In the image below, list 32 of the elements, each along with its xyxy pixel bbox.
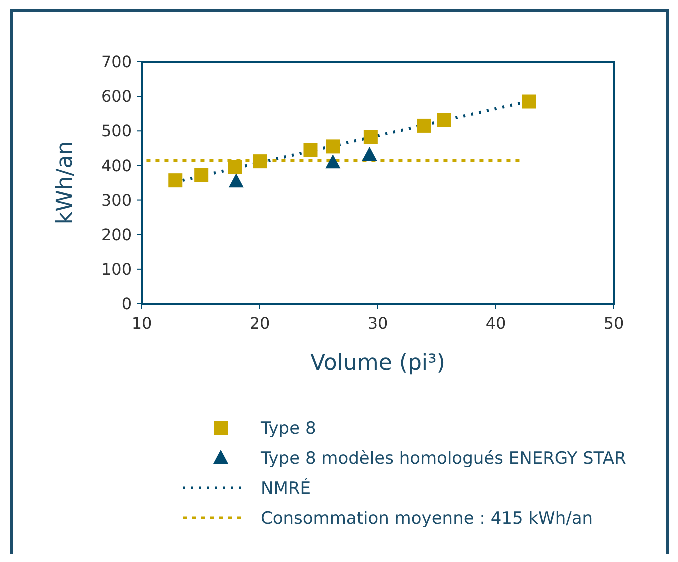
- point: [437, 113, 452, 128]
- legend-label: Type 8: [260, 418, 316, 439]
- y-axis-title: kWh/an: [53, 141, 78, 225]
- legend-label: Consommation moyenne : 415 kWh/an: [261, 508, 594, 529]
- point: [228, 160, 242, 174]
- y-tick-label: 700: [101, 52, 132, 72]
- y-tick-label: 400: [101, 156, 132, 176]
- point: [364, 130, 378, 144]
- legend-label: Type 8 modèles homologués ENERGY STAR: [260, 448, 626, 469]
- point: [194, 168, 209, 182]
- y-tick-label: 600: [101, 87, 132, 106]
- point: [253, 154, 267, 169]
- point: [326, 154, 341, 169]
- x-tick-label: 40: [486, 314, 506, 333]
- x-axis-title: Volume (pi³): [310, 351, 446, 376]
- legend-label: NMRÉ: [261, 478, 311, 499]
- y-tick-label: 0: [122, 294, 132, 314]
- x-tick-label: 20: [250, 314, 270, 333]
- x-tick-label: 10: [132, 314, 152, 333]
- point: [168, 174, 183, 188]
- point: [362, 146, 378, 161]
- y-tick-label: 200: [101, 225, 132, 244]
- y-tick-label: 300: [101, 190, 132, 210]
- y-tick-label: 500: [101, 122, 132, 141]
- point: [228, 174, 244, 188]
- y-tick-label: 100: [101, 260, 132, 280]
- point: [417, 118, 432, 133]
- point: [304, 143, 318, 158]
- point: [326, 140, 340, 154]
- x-tick-label: 30: [368, 314, 388, 333]
- x-tick-label: 50: [604, 314, 624, 333]
- point: [522, 94, 536, 109]
